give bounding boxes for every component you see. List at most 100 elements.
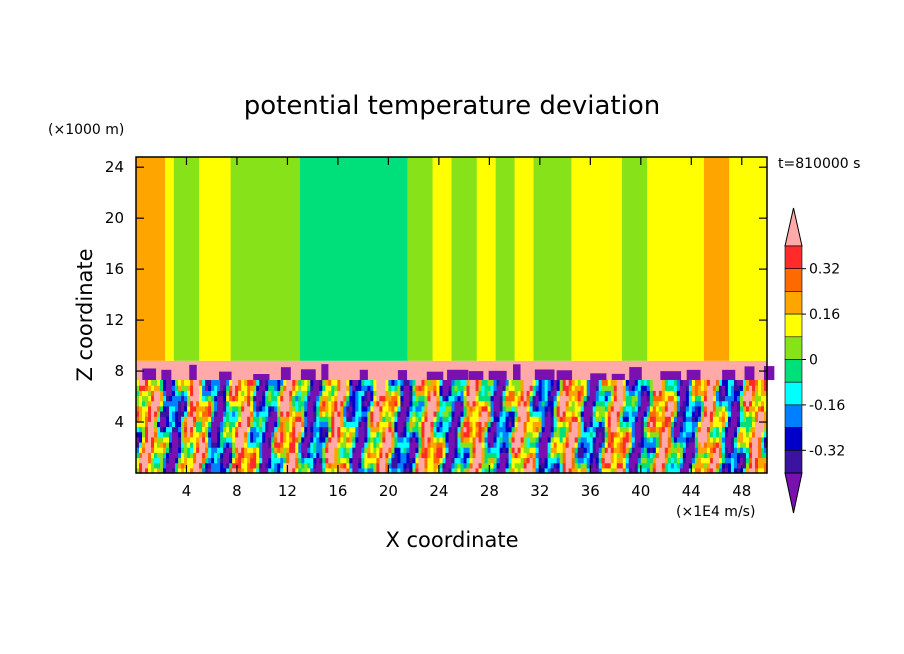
boundary-layer-cell bbox=[403, 457, 408, 464]
boundary-layer-cell bbox=[487, 400, 492, 407]
boundary-layer-cell bbox=[538, 385, 543, 391]
boundary-layer-cell bbox=[478, 400, 483, 407]
boundary-layer-cell bbox=[271, 457, 275, 464]
boundary-layer-cell bbox=[271, 405, 275, 412]
boundary-layer-cell bbox=[415, 467, 420, 474]
boundary-layer-cell bbox=[196, 385, 200, 391]
boundary-layer-cell bbox=[742, 426, 747, 433]
boundary-layer-cell bbox=[169, 421, 173, 428]
boundary-layer-cell bbox=[748, 400, 753, 407]
boundary-layer-cell bbox=[436, 421, 441, 428]
boundary-layer-cell bbox=[355, 467, 359, 474]
boundary-layer-cell bbox=[715, 416, 720, 422]
boundary-layer-cell bbox=[523, 452, 528, 459]
boundary-layer-cell bbox=[562, 385, 567, 391]
boundary-layer-cell bbox=[499, 452, 504, 459]
boundary-layer-cell bbox=[208, 379, 212, 386]
boundary-layer-cell bbox=[568, 467, 573, 474]
boundary-layer-cell bbox=[466, 405, 471, 412]
boundary-layer-cell bbox=[730, 457, 735, 464]
boundary-layer-cell bbox=[442, 431, 447, 438]
boundary-layer-cell bbox=[760, 395, 765, 402]
boundary-layer-cell bbox=[694, 410, 699, 417]
boundary-layer-cell bbox=[178, 441, 182, 448]
boundary-layer-cell bbox=[181, 441, 185, 448]
boundary-layer-cell bbox=[661, 462, 666, 469]
boundary-layer-cell bbox=[307, 395, 311, 402]
boundary-layer-cell bbox=[229, 436, 233, 443]
boundary-layer-cell bbox=[178, 395, 182, 402]
boundary-layer-cell bbox=[304, 421, 308, 428]
boundary-layer-cell bbox=[358, 452, 362, 459]
boundary-layer-cell bbox=[427, 395, 432, 402]
boundary-layer-cell bbox=[721, 405, 726, 412]
boundary-layer-cell bbox=[730, 436, 735, 443]
colorbar-label: -0.16 bbox=[809, 398, 845, 414]
boundary-layer-cell bbox=[157, 467, 161, 474]
boundary-layer-cell bbox=[700, 441, 705, 448]
boundary-layer-cell bbox=[358, 436, 362, 443]
boundary-layer-cell bbox=[253, 462, 257, 469]
boundary-layer-cell bbox=[196, 431, 200, 438]
boundary-layer-cell bbox=[187, 421, 191, 428]
boundary-layer-cell bbox=[187, 426, 191, 433]
boundary-layer-cell bbox=[541, 385, 546, 391]
boundary-layer-cell bbox=[556, 447, 561, 453]
boundary-layer-cell bbox=[358, 416, 362, 422]
boundary-layer-cell bbox=[427, 379, 432, 386]
boundary-layer-cell bbox=[361, 452, 365, 459]
boundary-layer-cell bbox=[160, 390, 164, 397]
boundary-layer-cell bbox=[595, 426, 600, 433]
boundary-layer-cell bbox=[163, 395, 167, 402]
boundary-layer-cell bbox=[463, 421, 468, 428]
boundary-layer-cell bbox=[475, 421, 480, 428]
boundary-layer-cell bbox=[754, 441, 759, 448]
boundary-layer-cell bbox=[172, 405, 176, 412]
boundary-layer-cell bbox=[760, 416, 765, 422]
inversion-plume bbox=[219, 371, 232, 380]
boundary-layer-cell bbox=[763, 400, 768, 407]
boundary-layer-cell bbox=[439, 426, 444, 433]
boundary-layer-cell bbox=[616, 447, 621, 453]
y-tick-label: 12 bbox=[105, 311, 124, 329]
boundary-layer-cell bbox=[208, 426, 212, 433]
boundary-layer-cell bbox=[748, 421, 753, 428]
boundary-layer-cell bbox=[517, 379, 522, 386]
boundary-layer-cell bbox=[253, 395, 257, 402]
boundary-layer-cell bbox=[169, 452, 173, 459]
boundary-layer-cell bbox=[217, 416, 221, 422]
boundary-layer-cell bbox=[661, 426, 666, 433]
boundary-layer-cell bbox=[163, 467, 167, 474]
boundary-layer-cell bbox=[703, 390, 708, 397]
boundary-layer-cell bbox=[526, 405, 531, 412]
boundary-layer-cell bbox=[616, 416, 621, 422]
boundary-layer-cell bbox=[634, 379, 639, 386]
boundary-layer-cell bbox=[619, 436, 624, 443]
boundary-layer-cell bbox=[616, 441, 621, 448]
boundary-layer-cell bbox=[178, 379, 182, 386]
boundary-layer-cell bbox=[355, 436, 359, 443]
boundary-layer-cell bbox=[397, 390, 402, 397]
boundary-layer-cell bbox=[445, 400, 450, 407]
upper-layer-column bbox=[590, 157, 623, 361]
boundary-layer-cell bbox=[289, 457, 293, 464]
boundary-layer-cell bbox=[622, 457, 627, 464]
boundary-layer-cell bbox=[400, 421, 405, 428]
boundary-layer-cell bbox=[187, 405, 191, 412]
boundary-layer-cell bbox=[556, 452, 561, 459]
boundary-layer-cell bbox=[547, 462, 552, 469]
boundary-layer-cell bbox=[277, 385, 281, 391]
colorbar-bin bbox=[784, 359, 803, 383]
boundary-layer-cell bbox=[445, 462, 450, 469]
boundary-layer-cell bbox=[295, 462, 299, 469]
boundary-layer-cell bbox=[223, 426, 227, 433]
boundary-layer-cell bbox=[376, 410, 380, 417]
boundary-layer-cell bbox=[337, 421, 341, 428]
boundary-layer-cell bbox=[139, 405, 143, 412]
boundary-layer-cell bbox=[436, 452, 441, 459]
boundary-layer-cell bbox=[721, 462, 726, 469]
boundary-layer-cell bbox=[250, 452, 254, 459]
boundary-layer-cell bbox=[136, 462, 140, 469]
boundary-layer-cell bbox=[358, 390, 362, 397]
boundary-layer-cell bbox=[568, 421, 573, 428]
